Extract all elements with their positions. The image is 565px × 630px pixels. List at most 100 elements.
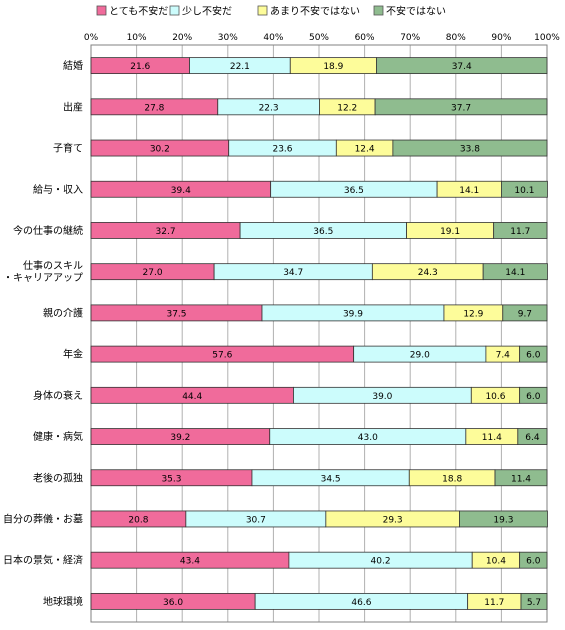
data-label: 30.2 (150, 145, 170, 155)
plot-frame (90, 44, 548, 623)
bar-segment (493, 222, 548, 239)
legend-label-1: 少し不安だ (182, 5, 232, 18)
category-label: 結婚 (63, 59, 83, 72)
bar-segment (376, 57, 548, 75)
x-tick-label: 0% (84, 33, 99, 43)
bar-row: 32.7 36.5 19.1 11.7 (90, 222, 548, 239)
bar-row: 27.0 34.7 24.3 14.1 (90, 263, 548, 281)
category-label: 子育て (53, 142, 83, 155)
data-label: 34.7 (283, 268, 303, 278)
data-label: 37.5 (166, 309, 186, 319)
legend-label-2: あまり不安ではない (270, 5, 360, 18)
bar-row: 37.5 39.9 12.9 9.7 (90, 304, 548, 322)
category-label: 年金 (63, 348, 83, 361)
bar-segment (519, 345, 548, 363)
x-tick-label: 10% (127, 33, 147, 43)
data-label: 10.4 (486, 557, 506, 567)
bar-segment (517, 428, 548, 445)
data-label: 36.0 (163, 598, 183, 608)
legend-swatch-3 (373, 5, 384, 16)
data-label: 30.7 (246, 515, 266, 525)
bar-segment (519, 386, 548, 404)
data-label: 20.8 (128, 515, 148, 525)
legend-label-0: とても不安だ (109, 5, 168, 18)
data-label: 14.1 (459, 186, 479, 196)
data-label: 35.3 (161, 474, 181, 484)
data-label: 39.9 (343, 309, 363, 319)
bar-row: 21.6 22.1 18.9 37.4 (90, 57, 548, 75)
category-labels: 結婚出産子育て給与・収入今の仕事の継続仕事のスキル・キャリアアップ親の介護年金身… (3, 59, 83, 608)
bar-row: 39.4 36.5 14.1 10.1 (90, 180, 548, 198)
bar-row: 30.2 23.6 12.4 33.8 (90, 139, 548, 157)
data-label: 19.1 (440, 227, 460, 237)
category-label: 地球環境 (43, 595, 83, 608)
data-label: 12.4 (355, 145, 375, 155)
x-tick-label: 60% (355, 33, 375, 43)
legend-label-3: 不安ではない (386, 5, 446, 18)
bar-row: 35.3 34.5 18.8 11.4 (90, 469, 548, 487)
data-label: 7.4 (496, 351, 511, 361)
category-label: 老後の孤独 (33, 471, 83, 484)
data-label: 18.8 (442, 474, 462, 484)
data-label: 9.7 (518, 309, 532, 319)
data-label: 14.1 (505, 268, 525, 278)
data-label: 6.0 (526, 557, 541, 567)
bar-segment (459, 510, 548, 528)
category-label: 日本の景気・経済 (3, 554, 83, 567)
data-label: 32.7 (156, 227, 176, 237)
legend-swatch-1 (169, 5, 180, 16)
data-label: 43.0 (358, 433, 378, 443)
x-tick-label: 40% (263, 33, 283, 43)
legend-swatch-2 (257, 5, 268, 16)
bar-row: 27.8 22.3 12.2 37.7 (90, 98, 548, 116)
data-label: 39.2 (170, 433, 190, 443)
category-label: 給与・収入 (33, 183, 83, 196)
bar-row: 39.2 43.0 11.4 6.4 (90, 428, 548, 445)
data-label: 36.5 (313, 227, 333, 237)
x-tick-label: 100% (534, 33, 560, 43)
bar-segment (374, 98, 548, 116)
data-label: 19.3 (493, 515, 513, 525)
data-label: 10.1 (514, 186, 534, 196)
bar-segment (520, 592, 548, 610)
category-label: 健康・病気 (33, 430, 83, 443)
data-label: 29.3 (383, 515, 403, 525)
category-label: 出産 (63, 100, 83, 113)
category-label: 自分の葬儀・お墓 (3, 512, 83, 525)
bar-segment (494, 469, 548, 487)
x-tick-label: 70% (400, 33, 420, 43)
bar-segment (482, 263, 548, 281)
bar-segment (502, 304, 548, 322)
bar-row: 43.4 40.2 10.4 6.0 (90, 551, 548, 569)
data-label: 11.4 (511, 474, 531, 484)
data-label: 23.6 (272, 145, 292, 155)
category-label: 身体の衰え (33, 389, 83, 402)
data-label: 33.8 (460, 145, 480, 155)
legend-swatch-0 (96, 5, 107, 16)
x-tick-label: 20% (172, 33, 192, 43)
data-label: 39.4 (171, 186, 191, 196)
bar-row: 36.0 46.6 11.7 5.7 (90, 592, 548, 610)
bar-row: 20.8 30.7 29.3 19.3 (90, 510, 548, 528)
data-label: 10.6 (485, 392, 505, 402)
data-label: 12.9 (463, 309, 483, 319)
data-label: 46.6 (351, 598, 371, 608)
data-label: 40.2 (371, 557, 391, 567)
data-label: 21.6 (130, 62, 150, 72)
bar-segment (392, 139, 548, 157)
data-label: 57.6 (212, 351, 232, 361)
data-label: 34.5 (321, 474, 341, 484)
x-axis-ticks: 0% 10% 20% 30% 40% 50% 60% 70% 80% 90% 100% (84, 33, 560, 43)
x-tick-label: 90% (491, 33, 511, 43)
x-tick-label: 80% (446, 33, 466, 43)
data-label: 24.3 (418, 268, 438, 278)
data-label: 22.3 (259, 103, 279, 113)
data-label: 18.9 (323, 62, 343, 72)
category-label: ・キャリアアップ (3, 272, 83, 284)
data-label: 11.7 (484, 598, 504, 608)
category-label: 仕事のスキル (23, 259, 83, 272)
x-tick-label: 50% (309, 33, 329, 43)
data-label: 6.0 (526, 351, 541, 361)
data-label: 36.5 (344, 186, 364, 196)
